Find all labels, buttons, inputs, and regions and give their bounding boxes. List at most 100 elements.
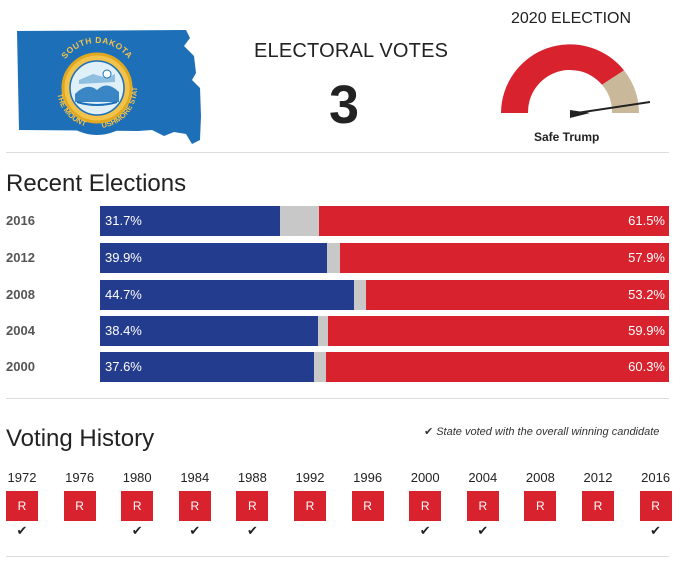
gauge-needle [569, 101, 650, 115]
divider [6, 398, 669, 399]
check-icon: ✔ [189, 523, 201, 538]
rep-pct: 59.9% [628, 323, 665, 338]
history-year: 1976 [65, 470, 95, 485]
party-badge: R [236, 491, 269, 521]
dem-pct: 37.6% [105, 359, 142, 374]
dem-segment: 44.7% [100, 280, 355, 310]
party-badge: R [6, 491, 38, 521]
history-year: 1980 [122, 470, 152, 485]
divider [6, 152, 669, 153]
check-icon: ✔ [16, 523, 28, 538]
check-icon: ✔ [419, 523, 431, 538]
dem-pct: 39.9% [105, 250, 142, 265]
dem-segment: 39.9% [100, 243, 328, 273]
check-icon: ✔ [424, 426, 434, 438]
history-year: 2008 [525, 470, 555, 485]
party-badge: R [524, 491, 557, 521]
rep-segment: 60.3% [325, 352, 669, 382]
election-row: 2000 37.6% 60.3% [0, 352, 675, 382]
history-year: 1988 [237, 470, 267, 485]
rep-segment: 53.2% [366, 280, 669, 310]
rep-segment: 61.5% [319, 206, 669, 236]
dem-segment: 38.4% [100, 316, 319, 346]
other-segment [354, 280, 367, 310]
dem-pct: 44.7% [105, 287, 142, 302]
party-badge: R [466, 491, 499, 521]
history-item: 1988 R ✔ [232, 470, 272, 539]
dem-pct: 38.4% [105, 323, 142, 338]
legend-text: State voted with the overall winning can… [436, 426, 660, 438]
election-row: 2008 44.7% 53.2% [0, 280, 675, 310]
election-year: 2008 [6, 287, 35, 302]
election-year: 2004 [6, 323, 35, 338]
rep-pct: 53.2% [628, 287, 665, 302]
check-placeholder [290, 523, 330, 539]
election-title: 2020 ELECTION [511, 10, 632, 27]
other-segment [318, 316, 329, 346]
history-item: 2000 R ✔ [405, 470, 445, 539]
election-year: 2012 [6, 250, 35, 265]
dem-segment: 37.6% [100, 352, 314, 382]
divider [6, 556, 669, 557]
result-bar: 37.6% 60.3% [100, 352, 669, 382]
history-item: 2012 R [578, 470, 618, 539]
rating-gauge [501, 44, 650, 118]
result-bar: 31.7% 61.5% [100, 206, 669, 236]
history-item: 2004 R ✔ [463, 470, 503, 539]
history-year: 1984 [180, 470, 210, 485]
election-year: 2016 [6, 213, 35, 228]
check-icon: ✔ [246, 523, 258, 538]
party-badge: R [63, 491, 96, 521]
party-badge: R [178, 491, 211, 521]
gauge-needle-base [570, 110, 590, 118]
check-placeholder [60, 523, 100, 539]
history-item: 1980 R ✔ [117, 470, 157, 539]
electoral-votes-value: 3 [329, 75, 360, 135]
history-year: 2012 [583, 470, 613, 485]
party-badge: R [351, 491, 384, 521]
history-item: 1976 R [60, 470, 100, 539]
election-row: 2016 31.7% 61.5% [0, 206, 675, 236]
history-item: 1984 R ✔ [175, 470, 215, 539]
rep-pct: 60.3% [628, 359, 665, 374]
voting-history-title: Voting History [6, 425, 155, 452]
result-bar: 39.9% 57.9% [100, 243, 669, 273]
history-item: 1996 R [348, 470, 388, 539]
party-badge: R [582, 491, 614, 521]
history-item: 1972 R ✔ [2, 470, 42, 539]
history-year: 1972 [7, 470, 37, 485]
election-year: 2000 [6, 359, 35, 374]
winner-legend: ✔ State voted with the overall winning ca… [424, 425, 659, 438]
gauge-tan-arc [602, 70, 639, 113]
history-item: 2016 R ✔ [636, 470, 675, 539]
history-year: 1992 [295, 470, 325, 485]
election-row: 2004 38.4% 59.9% [0, 316, 675, 346]
rep-pct: 57.9% [628, 250, 665, 265]
rep-pct: 61.5% [628, 213, 665, 228]
history-year: 2016 [641, 470, 671, 485]
other-segment [280, 206, 320, 236]
election-row: 2012 39.9% 57.9% [0, 243, 675, 273]
history-item: 1992 R [290, 470, 330, 539]
check-icon: ✔ [131, 523, 143, 538]
check-icon: ✔ [477, 523, 489, 538]
history-year: 2004 [468, 470, 498, 485]
party-badge: R [121, 491, 154, 521]
rep-segment: 57.9% [339, 243, 669, 273]
check-placeholder [348, 523, 388, 539]
result-bar: 44.7% 53.2% [100, 280, 669, 310]
check-placeholder [578, 523, 618, 539]
other-segment [313, 352, 326, 382]
result-bar: 38.4% 59.9% [100, 316, 669, 346]
recent-elections-title: Recent Elections [6, 170, 187, 197]
other-segment [327, 243, 340, 273]
party-badge: R [294, 491, 326, 521]
party-badge: R [409, 491, 442, 521]
dem-pct: 31.7% [105, 213, 142, 228]
party-badge: R [639, 491, 672, 521]
electoral-votes-label: ELECTORAL VOTES [254, 40, 449, 62]
history-year: 1996 [353, 470, 383, 485]
history-item: 2008 R [520, 470, 560, 539]
